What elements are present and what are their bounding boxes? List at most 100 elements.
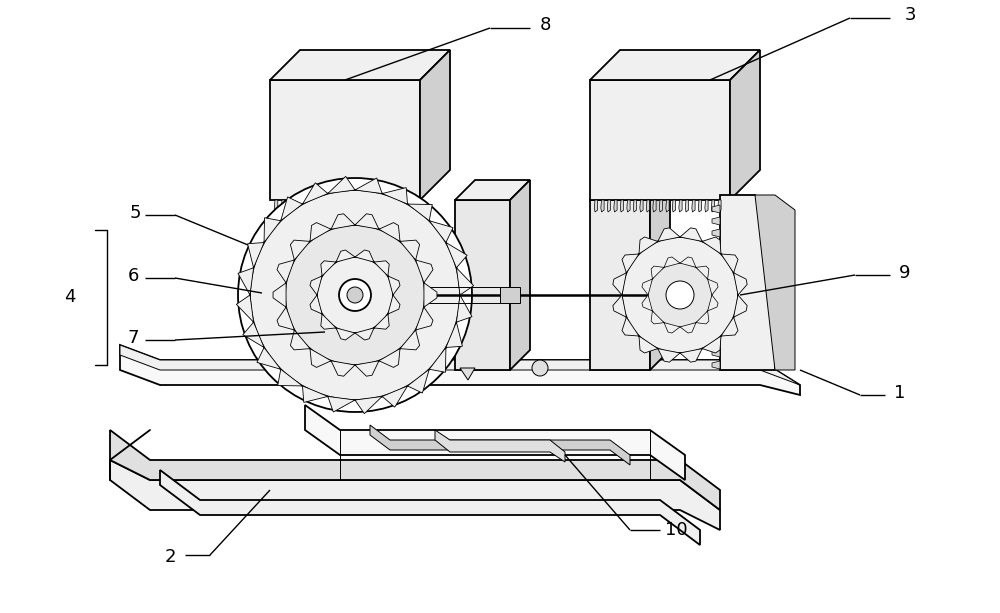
Polygon shape (248, 243, 264, 268)
Circle shape (622, 237, 738, 353)
Polygon shape (712, 241, 720, 249)
Polygon shape (328, 177, 355, 194)
Polygon shape (365, 200, 369, 212)
Polygon shape (400, 330, 420, 350)
Polygon shape (408, 369, 429, 393)
Polygon shape (331, 361, 355, 376)
Polygon shape (702, 336, 721, 353)
Polygon shape (613, 273, 626, 295)
Polygon shape (720, 195, 775, 370)
Polygon shape (510, 180, 530, 370)
Polygon shape (640, 200, 643, 212)
Polygon shape (274, 200, 278, 212)
Polygon shape (680, 322, 696, 333)
Polygon shape (590, 80, 730, 200)
Text: 5: 5 (129, 204, 141, 222)
Text: 3: 3 (904, 6, 916, 24)
Polygon shape (712, 301, 720, 309)
Polygon shape (302, 183, 328, 204)
Polygon shape (712, 217, 720, 225)
Polygon shape (321, 314, 336, 329)
Polygon shape (400, 240, 420, 260)
Polygon shape (755, 195, 795, 370)
Polygon shape (408, 204, 432, 221)
Polygon shape (372, 200, 376, 212)
Circle shape (238, 178, 472, 412)
Text: 2: 2 (164, 548, 176, 566)
Polygon shape (281, 200, 285, 212)
Polygon shape (712, 361, 720, 369)
Polygon shape (420, 50, 450, 200)
Polygon shape (243, 322, 264, 348)
Polygon shape (316, 200, 320, 212)
Polygon shape (379, 223, 400, 242)
Polygon shape (712, 265, 720, 273)
Polygon shape (590, 180, 670, 200)
Polygon shape (429, 348, 446, 372)
Polygon shape (120, 345, 800, 395)
Polygon shape (712, 337, 720, 345)
Polygon shape (355, 328, 374, 340)
Polygon shape (435, 430, 565, 462)
Circle shape (285, 225, 425, 365)
Polygon shape (309, 200, 313, 212)
Polygon shape (273, 283, 286, 307)
Polygon shape (416, 307, 433, 330)
Polygon shape (679, 200, 682, 212)
Polygon shape (160, 470, 700, 545)
Polygon shape (680, 349, 702, 362)
Polygon shape (658, 228, 680, 242)
Polygon shape (310, 295, 322, 314)
Polygon shape (456, 295, 472, 322)
Polygon shape (712, 289, 720, 297)
Polygon shape (712, 229, 720, 237)
Polygon shape (388, 295, 400, 314)
Polygon shape (393, 200, 397, 212)
Polygon shape (614, 200, 617, 212)
Polygon shape (651, 266, 664, 279)
Polygon shape (639, 336, 658, 353)
Polygon shape (730, 50, 760, 200)
Polygon shape (622, 254, 639, 273)
Polygon shape (337, 200, 341, 212)
Polygon shape (455, 180, 530, 200)
Polygon shape (734, 273, 747, 295)
Polygon shape (446, 322, 462, 348)
Polygon shape (355, 250, 374, 262)
Polygon shape (236, 295, 254, 322)
Polygon shape (455, 200, 510, 370)
Polygon shape (310, 349, 331, 367)
Polygon shape (664, 322, 680, 333)
Polygon shape (310, 276, 322, 295)
Polygon shape (264, 218, 281, 243)
Text: 4: 4 (64, 288, 76, 306)
Polygon shape (379, 349, 400, 367)
Polygon shape (400, 200, 404, 212)
Polygon shape (590, 50, 760, 80)
Polygon shape (344, 200, 348, 212)
Text: 7: 7 (127, 329, 139, 347)
Polygon shape (708, 295, 718, 311)
Polygon shape (712, 313, 720, 321)
Text: 6: 6 (127, 267, 139, 285)
Polygon shape (336, 250, 355, 262)
Polygon shape (374, 261, 389, 276)
Polygon shape (330, 200, 334, 212)
Polygon shape (416, 260, 433, 283)
Text: 1: 1 (894, 384, 906, 402)
Polygon shape (613, 295, 626, 317)
Polygon shape (302, 200, 306, 212)
Polygon shape (712, 205, 720, 213)
Polygon shape (345, 180, 365, 370)
Polygon shape (594, 200, 598, 212)
Circle shape (666, 281, 694, 309)
Polygon shape (270, 50, 450, 80)
Polygon shape (379, 200, 383, 212)
Polygon shape (698, 200, 702, 212)
Polygon shape (659, 200, 663, 212)
Polygon shape (270, 80, 420, 200)
Polygon shape (328, 397, 355, 412)
Polygon shape (680, 228, 702, 242)
Circle shape (250, 190, 460, 400)
Polygon shape (321, 261, 336, 276)
